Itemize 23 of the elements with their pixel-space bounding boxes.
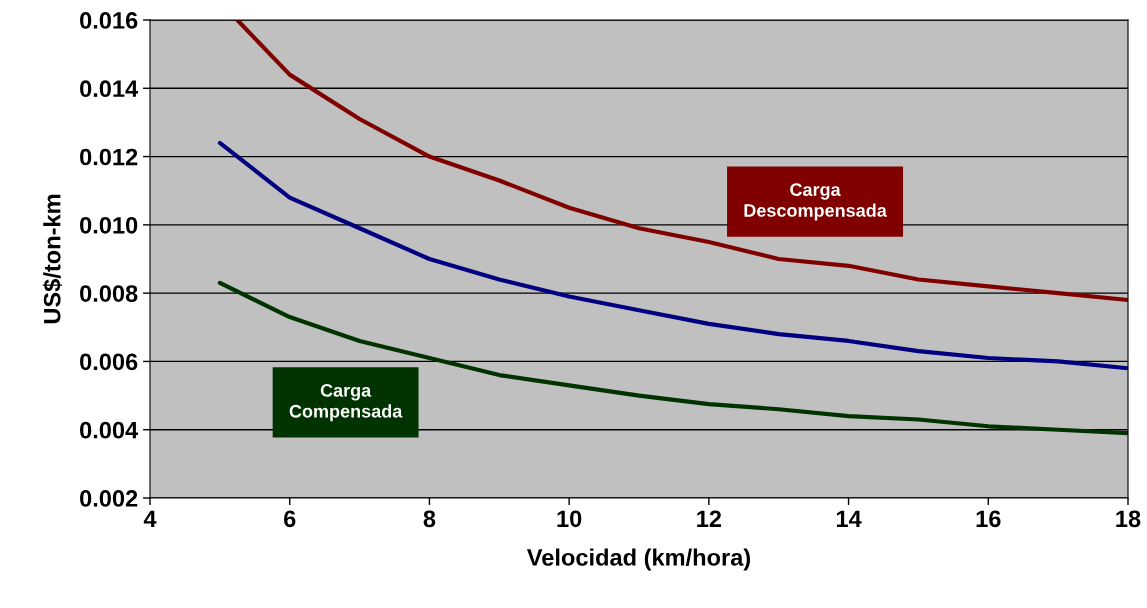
x-axis-title: Velocidad (km/hora) (526, 548, 751, 571)
x-tick-label: 4 (143, 510, 157, 527)
x-tick-label: 10 (557, 510, 582, 528)
y-tick-label: 0.016 (80, 12, 138, 29)
y-tick-label: 0.012 (80, 148, 138, 166)
x-tick-label: 14 (836, 510, 862, 527)
x-tick-label: 8 (423, 510, 436, 528)
line-series (217, 280, 1128, 436)
series-label: Carga Descompensada (744, 183, 887, 221)
y-tick-label: 0.010 (80, 216, 138, 234)
y-tick-label: 0.014 (80, 80, 139, 98)
x-tick-label: 6 (284, 510, 296, 528)
line-series (235, 20, 1128, 303)
y-tick-label: 0.008 (80, 285, 138, 302)
y-tick-label: 0.002 (80, 490, 138, 507)
y-tick-label: 0.004 (80, 421, 139, 439)
y-tick-label: 0.006 (80, 353, 138, 371)
line-series (217, 140, 1128, 371)
x-tick-label: 12 (697, 510, 722, 527)
y-axis-title: US$/ton-km (42, 194, 63, 324)
series-label: Carga Compensada (289, 384, 403, 422)
x-tick-label: 18 (1116, 510, 1141, 528)
x-tick-label: 16 (976, 510, 1001, 528)
